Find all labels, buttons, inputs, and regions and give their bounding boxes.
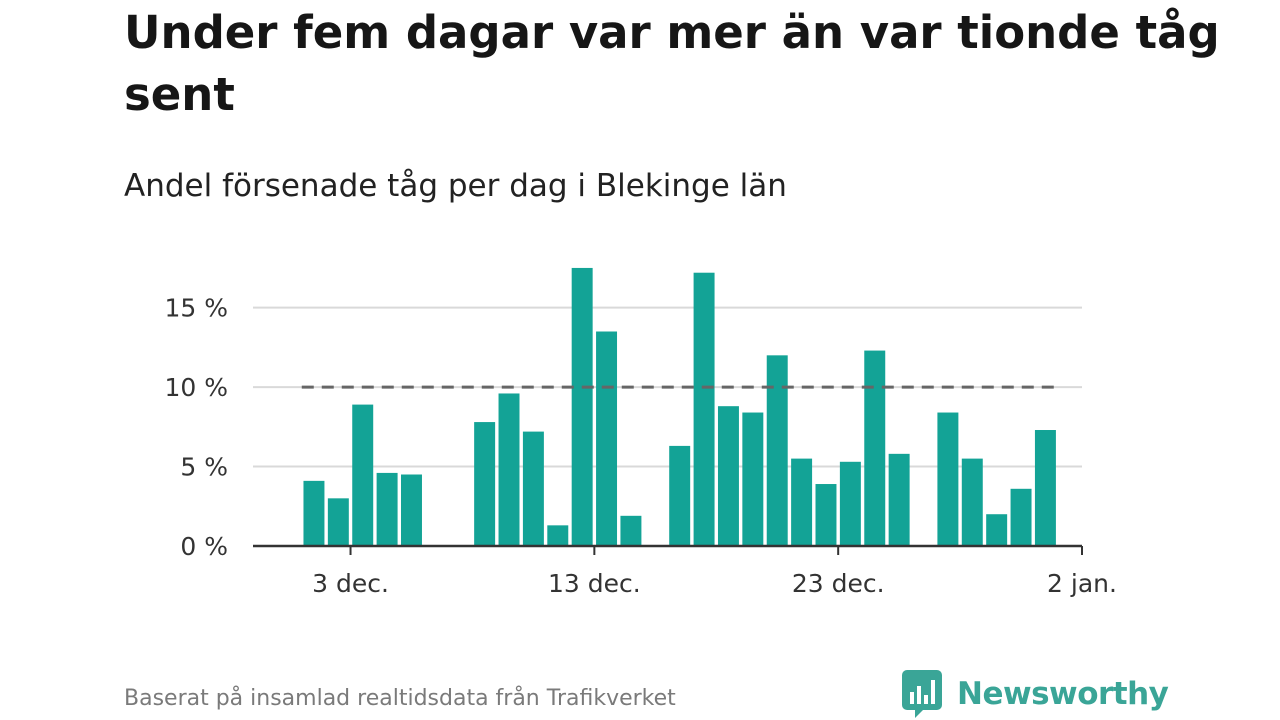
chart-title: Under fem dagar var mer än var tionde tå… bbox=[124, 6, 1220, 121]
y-tick-label: 0 % bbox=[180, 532, 228, 561]
bar-2019-12-02 bbox=[327, 498, 349, 546]
bar-2019-12-04 bbox=[376, 472, 398, 546]
bar-2019-12-10 bbox=[522, 431, 544, 546]
bar-2019-12-22 bbox=[815, 484, 837, 546]
bar-2019-12-25 bbox=[888, 453, 910, 546]
bar-2019-12-19 bbox=[742, 412, 764, 546]
bar-2019-12-28 bbox=[961, 458, 983, 546]
y-tick-label: 15 % bbox=[164, 294, 228, 323]
bar-2019-12-13 bbox=[596, 331, 618, 546]
bar-2019-12-23 bbox=[839, 461, 861, 546]
bar-2019-12-31 bbox=[1034, 430, 1056, 546]
bar-2019-12-20 bbox=[766, 355, 788, 546]
bar-2019-12-18 bbox=[717, 406, 739, 546]
bar-2019-12-30 bbox=[1010, 488, 1032, 546]
bar-2019-12-01 bbox=[303, 480, 325, 546]
bar-2019-12-09 bbox=[498, 393, 520, 546]
x-tick-label: 2 jan. bbox=[1047, 569, 1117, 598]
x-tick-label: 3 dec. bbox=[312, 569, 389, 598]
bar-2019-12-29 bbox=[986, 514, 1008, 546]
bar-2019-12-27 bbox=[937, 412, 959, 546]
chart-subtitle: Andel försenade tåg per dag i Blekinge l… bbox=[124, 168, 787, 204]
bar-2019-12-08 bbox=[474, 422, 496, 546]
bar-2019-12-05 bbox=[401, 474, 422, 546]
bar-2019-12-12 bbox=[571, 267, 593, 546]
bar-2019-12-21 bbox=[791, 458, 813, 546]
source-note: Baserat på insamlad realtidsdata från Tr… bbox=[124, 686, 676, 711]
x-tick-label: 23 dec. bbox=[792, 569, 885, 598]
bar-2019-12-03 bbox=[352, 404, 374, 546]
brand-logo-block: Newsworthy bbox=[902, 670, 1169, 718]
bar-2019-12-14 bbox=[620, 515, 642, 546]
bar-2019-12-16 bbox=[669, 445, 691, 546]
y-tick-label: 5 % bbox=[180, 453, 228, 482]
y-tick-label: 10 % bbox=[164, 373, 228, 402]
bar-2019-12-11 bbox=[547, 525, 569, 546]
newsworthy-logo-icon bbox=[902, 670, 942, 718]
brand-name: Newsworthy bbox=[957, 676, 1169, 712]
bar-2019-12-24 bbox=[864, 350, 886, 546]
x-tick-label: 13 dec. bbox=[548, 569, 641, 598]
bar-2019-12-17 bbox=[693, 272, 715, 546]
